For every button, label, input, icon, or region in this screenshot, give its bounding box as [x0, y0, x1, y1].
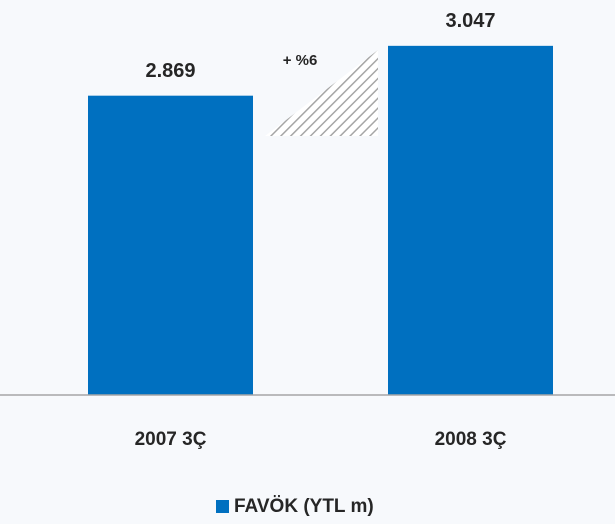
- legend-label: FAVÖK (YTL m): [234, 496, 374, 517]
- legend-swatch: [216, 500, 229, 513]
- x-tick-label: 2007 3Ç: [135, 429, 207, 450]
- x-tick-label: 2008 3Ç: [435, 429, 507, 450]
- bar: [88, 95, 253, 396]
- value-label: 3.047: [445, 10, 495, 32]
- bar: [388, 45, 553, 396]
- growth-wedge: [265, 50, 378, 136]
- annotation: + %6: [283, 52, 318, 69]
- value-label: 2.869: [145, 60, 195, 82]
